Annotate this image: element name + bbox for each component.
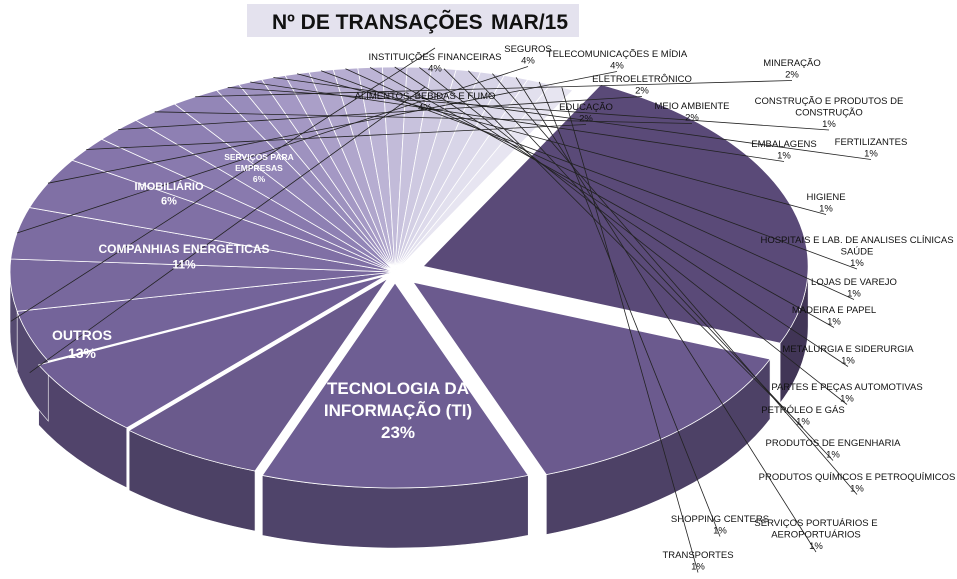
leader-alimentos-bebidas-e-fumo	[29, 86, 426, 374]
value-petroleo-e-gas: 1%	[796, 417, 810, 428]
label-instituicoes-financeiras: INSTITUIÇÕES FINANCEIRAS	[368, 52, 501, 63]
chart-subtitle-text: MAR/15	[491, 11, 568, 34]
leader-construcao-e-produtos-de-construcao	[227, 86, 830, 131]
slice-servicos-para-empresas	[37, 275, 386, 429]
label-fertilizantes: FERTILIZANTES	[835, 137, 908, 148]
label-alimentos-bebidas-e-fumo: ALIMENTOS, BEBIDAS E FUMO	[355, 91, 496, 102]
label-servicos-portuarios-e-aeroportuarios-line-2: AEROPORTUÁRIOS	[771, 530, 861, 541]
value-lojas-de-varejo: 1%	[847, 289, 861, 300]
leader-seguros	[16, 66, 529, 234]
leader-lojas-de-varejo	[345, 68, 855, 300]
value-meio-ambiente: 2%	[685, 113, 699, 124]
value-alimentos-bebidas-e-fumo: 4%	[418, 103, 432, 114]
label-servicos-para-empresas-line-1: SERVIÇOS PARA	[224, 152, 294, 162]
label-construcao-e-produtos-de-construcao-line-1: CONSTRUÇÃO E PRODUTOS DE	[755, 96, 904, 107]
label-meio-ambiente: MEIO AMBIENTE	[655, 101, 730, 112]
value-instituicoes-financeiras: 4%	[428, 64, 442, 75]
label-partes-e-pecas-automotivas: PARTES E PEÇAS AUTOMOTIVAS	[771, 382, 922, 393]
value-tecnologia-da-informacao-ti: 23%	[381, 423, 415, 442]
value-eletroeletronico: 2%	[635, 86, 649, 97]
label-embalagens: EMBALAGENS	[751, 139, 816, 150]
value-imobiliario: 6%	[161, 195, 177, 207]
leader-servicos-portuarios-e-aeroportuarios	[515, 77, 817, 553]
leader-metalurgia-e-siderurgia	[394, 66, 849, 367]
leader-higiene	[296, 73, 827, 215]
leader-meio-ambiente	[154, 111, 693, 124]
label-hospitais-e-lab-de-analises-clinicas-saude-line-1: HOSPITAIS E LAB. DE ANALISES CLÍNICAS	[760, 235, 953, 246]
label-hospitais-e-lab-de-analises-clinicas-saude-line-2: SAÚDE	[841, 247, 874, 258]
label-seguros: SEGUROS	[504, 44, 552, 55]
value-transportes: 1%	[691, 562, 705, 573]
leader-shopping-centers	[538, 81, 721, 537]
value-hospitais-e-lab-de-analises-clinicas-saude: 1%	[850, 258, 864, 269]
label-outros: OUTROS	[52, 327, 112, 343]
label-telecomunicacoes-e-midia: TELECOMUNICAÇÕES E MÍDIA	[547, 49, 688, 60]
label-lojas-de-varejo: LOJAS DE VAREJO	[811, 277, 897, 288]
pie-sides	[9, 266, 809, 549]
leader-mineracao	[195, 80, 793, 98]
label-produtos-de-engenharia: PRODUTOS DE ENGENHARIA	[766, 438, 902, 449]
label-construcao-e-produtos-de-construcao-line-2: CONSTRUÇÃO	[795, 108, 863, 119]
leader-produtos-de-engenharia	[468, 70, 834, 461]
leader-transportes	[561, 87, 699, 573]
value-partes-e-pecas-automotivas: 1%	[840, 394, 854, 405]
label-servicos-para-empresas-line-2: EMPRESAS	[235, 163, 283, 173]
label-produtos-quimicos-e-petroquimicos: PRODUTOS QUÍMICOS E PETROQUÍMICOS	[759, 472, 956, 483]
value-produtos-de-engenharia: 1%	[826, 450, 840, 461]
slice-labels: TECNOLOGIA DA INFORMAÇÃO (TI) 23% OUTROS 13%…	[52, 44, 955, 573]
leader-madeira-e-papel	[369, 67, 835, 328]
value-servicos-portuarios-e-aeroportuarios: 1%	[809, 541, 823, 552]
slice-companhias-energeticas	[261, 282, 529, 489]
value-produtos-quimicos-e-petroquimicos: 1%	[850, 484, 864, 495]
value-madeira-e-papel: 1%	[827, 317, 841, 328]
leader-hospitais-e-lab-de-analises-clinicas-saude	[320, 70, 858, 270]
slice-imobiliario	[128, 278, 389, 472]
leader-instituicoes-financeiras	[10, 47, 436, 322]
value-servicos-para-empresas: 6%	[253, 174, 266, 184]
label-servicos-portuarios-e-aeroportuarios-line-1: SERVIÇOS PORTUÁRIOS E	[754, 518, 877, 529]
value-construcao-e-produtos-de-construcao: 1%	[822, 119, 836, 130]
label-mineracao: MINERAÇÃO	[763, 58, 821, 69]
label-imobiliario: IMOBILIÁRIO	[134, 180, 203, 193]
value-educacao: 2%	[579, 114, 593, 125]
label-educacao: EDUCAÇÃO	[559, 102, 613, 113]
label-eletroeletronico: ELETROELETRÔNICO	[592, 74, 692, 85]
label-madeira-e-papel: MADEIRA E PAPEL	[792, 305, 876, 316]
label-higiene: HIGIENE	[806, 192, 845, 203]
value-outros: 13%	[68, 345, 97, 361]
leader-eletroeletronico	[118, 96, 643, 130]
slice-tecnologia-da-informacao-ti	[422, 84, 809, 344]
leader-embalagens	[250, 81, 785, 162]
value-metalurgia-e-siderurgia: 1%	[841, 356, 855, 367]
chart-title-text: Nº DE TRANSAÇÕES	[272, 10, 483, 34]
value-shopping-centers: 1%	[713, 526, 727, 537]
label-shopping-centers: SHOPPING CENTERS	[671, 514, 769, 525]
value-telecomunicacoes-e-midia: 4%	[610, 61, 624, 72]
value-embalagens: 1%	[777, 151, 791, 162]
value-mineracao: 2%	[785, 70, 799, 81]
chart-title: Nº DE TRANSAÇÕES MAR/15	[247, 4, 579, 37]
value-fertilizantes: 1%	[864, 149, 878, 160]
label-transportes: TRANSPORTES	[662, 550, 733, 561]
leader-fertilizantes	[273, 77, 872, 160]
title-background	[247, 4, 579, 37]
label-leaders	[10, 47, 872, 573]
slice-outros	[412, 281, 771, 476]
label-companhias-energeticas: COMPANHIAS ENERGÉTICAS	[98, 241, 269, 256]
label-tecnologia-da-informacao-ti-line-2: INFORMAÇÃO (TI)	[324, 400, 472, 420]
leader-produtos-quimicos-e-petroquimicos	[492, 73, 858, 495]
label-metalurgia-e-siderurgia: METALURGIA E SIDERURGIA	[782, 344, 914, 355]
label-petroleo-e-gas: PETRÓLEO E GÁS	[761, 405, 844, 416]
value-seguros: 4%	[521, 56, 535, 67]
value-higiene: 1%	[819, 204, 833, 215]
leader-telecomunicacoes-e-midia	[47, 71, 618, 184]
value-companhias-energeticas: 11%	[172, 258, 196, 272]
label-tecnologia-da-informacao-ti-line-1: TECNOLOGIA DA	[327, 379, 469, 398]
